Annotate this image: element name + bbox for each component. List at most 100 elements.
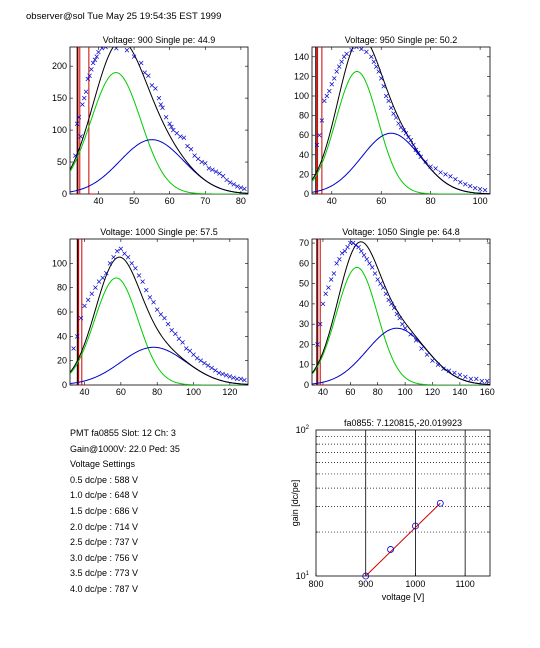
data-point [371, 59, 377, 64]
data-point [149, 83, 155, 88]
data-point [234, 376, 240, 382]
data-point [326, 285, 331, 290]
x-tick-label: 120 [222, 387, 237, 397]
data-point [129, 261, 135, 266]
x-tick-label: 40 [327, 196, 337, 206]
data-point [104, 270, 109, 276]
data-point [205, 363, 211, 368]
data-point [323, 291, 328, 296]
data-point [178, 134, 183, 139]
data-point [463, 181, 468, 187]
data-point [203, 161, 208, 166]
data-point [154, 307, 160, 312]
chart-title: Voltage: 950 Single pe: 50.2 [345, 35, 458, 45]
data-point [324, 93, 330, 99]
data-point [474, 376, 479, 382]
x-tick-label: 100 [186, 387, 201, 397]
data-point [169, 124, 174, 130]
data-point [209, 365, 214, 371]
data-point [424, 352, 430, 357]
data-point [92, 57, 98, 63]
data-point [441, 366, 446, 372]
data-point [458, 179, 463, 185]
data-point [448, 174, 453, 179]
data-point [332, 76, 337, 81]
data-point [169, 328, 174, 333]
info-line: 1.0 dc/pe : 648 V [70, 490, 139, 501]
x-tick-label: 80 [236, 196, 246, 206]
data-point [220, 173, 226, 179]
pmt-info-panel: PMT fa0855 Slot: 12 Ch: 3 Gain@1000V: 22… [70, 426, 180, 598]
data-point [376, 69, 381, 74]
data-point [354, 47, 359, 50]
data-point [344, 51, 349, 57]
data-point [147, 295, 153, 300]
y-tick-label: 140 [294, 52, 309, 62]
y-tick-label: 60 [57, 307, 67, 317]
x-tick-label: 60 [116, 387, 126, 397]
data-point [242, 186, 247, 192]
data-point [320, 301, 326, 307]
gain-point [436, 499, 444, 507]
chart-title: Voltage: 900 Single pe: 44.9 [103, 35, 216, 45]
data-point [144, 287, 149, 293]
data-point [238, 376, 243, 382]
data-point [220, 371, 225, 377]
data-point [337, 257, 342, 262]
data-point [317, 132, 322, 138]
data-point [231, 375, 236, 380]
data-point [71, 346, 76, 351]
data-point [198, 358, 204, 363]
y-tick-label: 80 [57, 283, 67, 293]
info-line: 4.0 dc/pe : 787 V [70, 583, 139, 594]
data-point [378, 76, 384, 81]
data-point [408, 137, 414, 143]
data-point [146, 73, 151, 79]
data-point [372, 271, 378, 276]
data-point [181, 135, 187, 141]
x-tick-label: 1000 [405, 579, 425, 589]
data-point [217, 171, 222, 176]
data-point [227, 374, 233, 379]
data-point [345, 244, 350, 250]
data-point [393, 115, 399, 120]
data-point [364, 257, 370, 262]
data-point [191, 352, 196, 357]
data-point [331, 271, 337, 276]
data-point [118, 246, 124, 251]
y-tick-label: 40 [299, 299, 309, 309]
data-point [82, 303, 87, 309]
data-point [378, 281, 383, 286]
x-tick-label: 100 [398, 387, 413, 397]
gain-voltage-panel: 800 900 1000 1100 101 102 fa0855: 7.120815,-20… [290, 418, 491, 602]
data-point [430, 358, 435, 363]
data-point [364, 49, 369, 55]
gain-point [387, 546, 394, 553]
gain-point [362, 572, 370, 580]
data-point [446, 368, 452, 374]
double-pe-curve [312, 327, 490, 385]
data-point [472, 185, 478, 191]
total-fit-curve [312, 47, 490, 194]
data-point [468, 376, 474, 382]
data-point [180, 340, 185, 345]
single-pe-curve [70, 72, 248, 194]
data-point [176, 336, 182, 342]
data-point [163, 115, 169, 120]
data-point [334, 261, 339, 266]
plot-frame [311, 46, 491, 195]
data-point [153, 86, 158, 91]
data-point [183, 346, 189, 351]
y-tick-label: 50 [299, 279, 309, 289]
y-tick-label: 70 [299, 238, 309, 248]
data-point [350, 240, 356, 246]
data-point [158, 312, 164, 317]
data-point [485, 378, 490, 384]
data-point [124, 47, 130, 53]
data-point [329, 81, 335, 87]
data-point [89, 291, 95, 296]
data-point [467, 183, 473, 189]
x-tick-label: 800 [308, 579, 323, 589]
header-title: observer@sol Tue May 25 19:54:35 EST 199… [26, 11, 222, 22]
data-point [87, 73, 92, 79]
